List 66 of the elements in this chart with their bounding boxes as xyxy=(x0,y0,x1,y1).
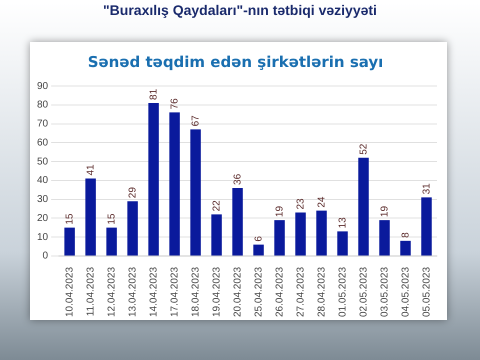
bar xyxy=(400,240,411,256)
x-tick-label: 10.04.2023 xyxy=(64,266,76,318)
bar xyxy=(295,212,306,256)
text: "Buraxılış Qaydaları"-nın tətbiqi vəziyyəti xyxy=(102,2,378,18)
bar xyxy=(358,158,369,256)
data-label: 41 xyxy=(85,164,96,176)
x-tick-label: 02.05.2023 xyxy=(358,266,370,318)
bar xyxy=(421,197,432,256)
bar xyxy=(85,178,96,256)
bar xyxy=(64,228,75,256)
x-tick-label: 20.04.2023 xyxy=(232,266,244,318)
bar xyxy=(127,201,138,256)
data-label: 22 xyxy=(211,200,222,212)
bar xyxy=(148,102,159,256)
y-tick-label: 80 xyxy=(37,100,49,111)
x-tick-label: 18.04.2023 xyxy=(190,266,202,318)
y-tick-label: 70 xyxy=(37,118,49,130)
bar xyxy=(190,129,201,256)
y-tick-label: 60 xyxy=(37,137,49,148)
bar xyxy=(379,220,390,256)
y-tick-label: 0 xyxy=(42,250,49,262)
bar xyxy=(106,228,117,256)
data-label: 19 xyxy=(274,206,286,218)
data-label: 52 xyxy=(358,143,370,155)
data-label: 13 xyxy=(337,216,348,228)
y-tick-label: 90 xyxy=(37,80,49,92)
data-label: 24 xyxy=(316,196,328,208)
data-label: 19 xyxy=(379,206,390,218)
data-label: 81 xyxy=(148,88,160,100)
x-tick-label: 04.05.2023 xyxy=(400,266,412,318)
x-tick-label: 13.04.2023 xyxy=(127,266,138,318)
y-tick-label: 50 xyxy=(37,156,49,168)
data-label: 36 xyxy=(232,173,244,185)
x-tick-label: 26.04.2023 xyxy=(274,266,286,318)
data-label: 15 xyxy=(64,213,76,225)
y-tick-label: 40 xyxy=(37,175,49,186)
x-tick-label: 27.04.2023 xyxy=(295,266,306,318)
x-tick-label: 05.05.2023 xyxy=(421,266,432,318)
x-tick-label: 17.04.2023 xyxy=(169,266,180,318)
y-tick-label: 10 xyxy=(37,232,49,243)
x-tick-label: 25.04.2023 xyxy=(253,266,264,318)
y-tick-label: 20 xyxy=(37,212,49,224)
bar xyxy=(232,188,243,256)
bar xyxy=(316,210,327,256)
data-label: 15 xyxy=(106,213,118,225)
data-label: 6 xyxy=(253,236,264,242)
x-tick-label: 01.05.2023 xyxy=(337,266,348,318)
x-tick-label: 28.04.2023 xyxy=(316,266,328,318)
bar xyxy=(211,214,222,256)
y-tick-label: 30 xyxy=(37,194,49,206)
x-tick-label: 19.04.2023 xyxy=(211,266,222,318)
data-label: 67 xyxy=(190,114,202,126)
data-label: 29 xyxy=(127,186,138,198)
data-label: 31 xyxy=(421,182,432,194)
data-label: 76 xyxy=(169,98,180,110)
data-label: 8 xyxy=(400,232,412,238)
x-tick-label: 12.04.2023 xyxy=(106,266,118,318)
x-tick-label: 11.04.2023 xyxy=(85,266,96,316)
bar xyxy=(274,220,285,256)
bar xyxy=(169,112,180,256)
chart-title: Sənəd təqdim edən şirkətlərin sayı xyxy=(88,52,384,71)
bar xyxy=(337,231,348,256)
data-label: 23 xyxy=(295,198,306,210)
x-tick-label: 14.04.2023 xyxy=(148,266,160,318)
bar xyxy=(253,244,264,256)
x-tick-label: 03.05.2023 xyxy=(379,266,390,318)
